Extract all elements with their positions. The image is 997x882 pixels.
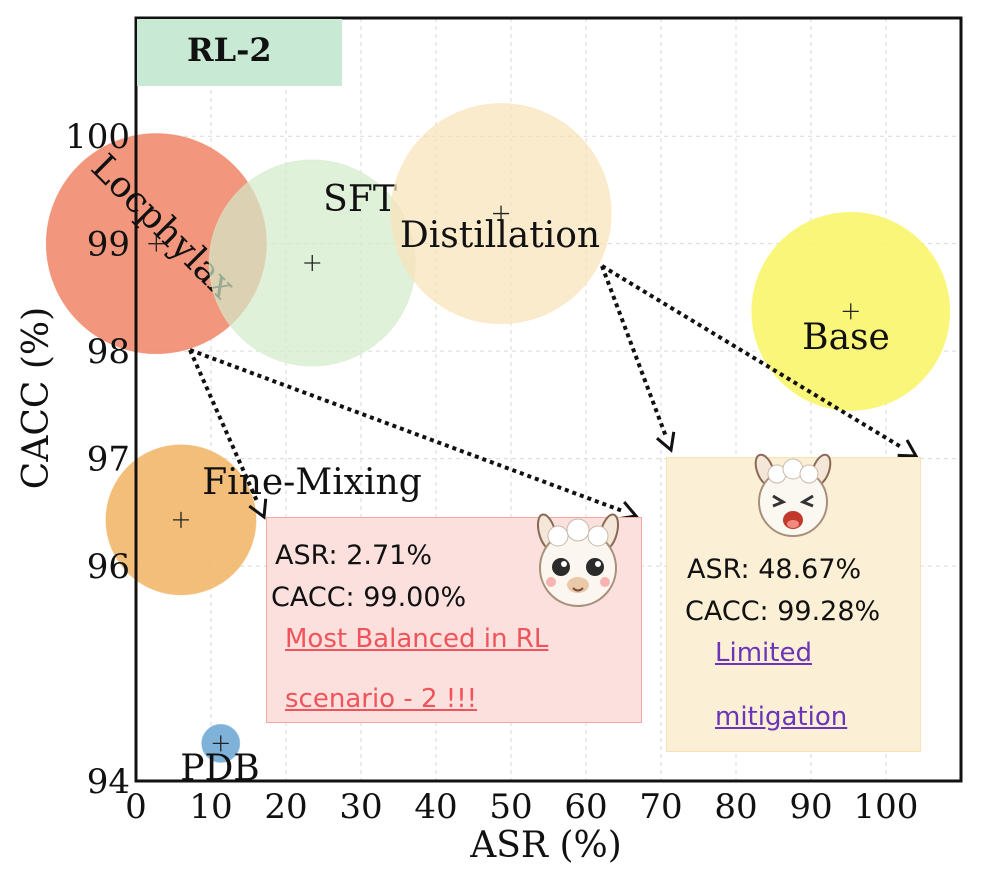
x-tick-label: 50 bbox=[489, 787, 532, 827]
box2-cacc: CACC: 99.28% bbox=[685, 596, 881, 627]
label-base: Base bbox=[802, 317, 890, 358]
box1-asr: ASR: 2.71% bbox=[275, 540, 432, 571]
label-fine-mixing: Fine-Mixing bbox=[202, 462, 422, 503]
y-tick-label: 98 bbox=[87, 332, 130, 372]
ticks: 0 10 20 30 40 50 60 70 80 90 100 94 96 97 98 99 100 bbox=[65, 117, 918, 827]
label-sft: SFT bbox=[323, 179, 397, 220]
x-tick-label: 90 bbox=[789, 787, 832, 827]
y-tick-label: 99 bbox=[87, 225, 130, 265]
x-tick-label: 20 bbox=[264, 787, 307, 827]
label-distillation: Distillation bbox=[400, 215, 600, 256]
annotation-box-distillation: ASR: 48.67% CACC: 99.28% Limited mitigat… bbox=[666, 453, 921, 752]
box1-note-line2: scenario - 2 !!! bbox=[285, 684, 478, 714]
chart-title: RL-2 bbox=[187, 31, 272, 69]
box2-note-line1: Limited bbox=[715, 638, 812, 668]
y-tick-label: 97 bbox=[87, 440, 130, 480]
arrow-line bbox=[188, 349, 260, 504]
x-tick-label: 0 bbox=[125, 787, 147, 827]
arrow-head bbox=[248, 498, 268, 520]
box2-note-line2: mitigation bbox=[715, 702, 848, 732]
arrow-head bbox=[897, 439, 919, 458]
x-tick-label: 70 bbox=[639, 787, 682, 827]
y-axis-label: CACC (%) bbox=[16, 307, 57, 489]
arrows bbox=[188, 264, 919, 521]
happy-llama-icon bbox=[536, 513, 620, 607]
box1-cacc: CACC: 99.00% bbox=[271, 582, 467, 613]
point-marker bbox=[148, 235, 165, 252]
point-marker bbox=[212, 735, 229, 752]
label-pdb: PDB bbox=[180, 748, 260, 789]
x-tick-label: 60 bbox=[564, 787, 607, 827]
x-tick-label: 80 bbox=[714, 787, 757, 827]
x-axis-label: ASR (%) bbox=[469, 825, 622, 866]
box1-note-line1: Most Balanced in RL bbox=[285, 624, 549, 654]
x-tick-label: 10 bbox=[189, 787, 232, 827]
point-marker bbox=[304, 255, 321, 272]
arrow-line bbox=[600, 264, 904, 450]
point-marker bbox=[842, 303, 859, 320]
bubbles: Locphylax SFTDistillationBaseFine-MixingP… bbox=[45, 103, 951, 789]
x-tick-label: 40 bbox=[414, 787, 457, 827]
point-marker bbox=[173, 511, 189, 528]
y-tick-label: 100 bbox=[65, 117, 130, 157]
plot-frame bbox=[134, 16, 963, 783]
chart-title-tag: RL-2 bbox=[137, 19, 342, 86]
x-tick-label: 100 bbox=[854, 787, 919, 827]
point-marker bbox=[493, 205, 510, 222]
annotation-box-locphylax: ASR: 2.71% CACC: 99.00% Most Balanced in… bbox=[266, 513, 642, 723]
y-tick-label: 96 bbox=[87, 547, 130, 587]
box2-asr: ASR: 48.67% bbox=[687, 554, 862, 585]
x-tick-label: 30 bbox=[339, 787, 382, 827]
arrow-line bbox=[600, 265, 668, 436]
arrow-head bbox=[655, 431, 676, 453]
y-tick-label: 94 bbox=[87, 762, 130, 802]
crying-llama-icon bbox=[754, 453, 832, 537]
